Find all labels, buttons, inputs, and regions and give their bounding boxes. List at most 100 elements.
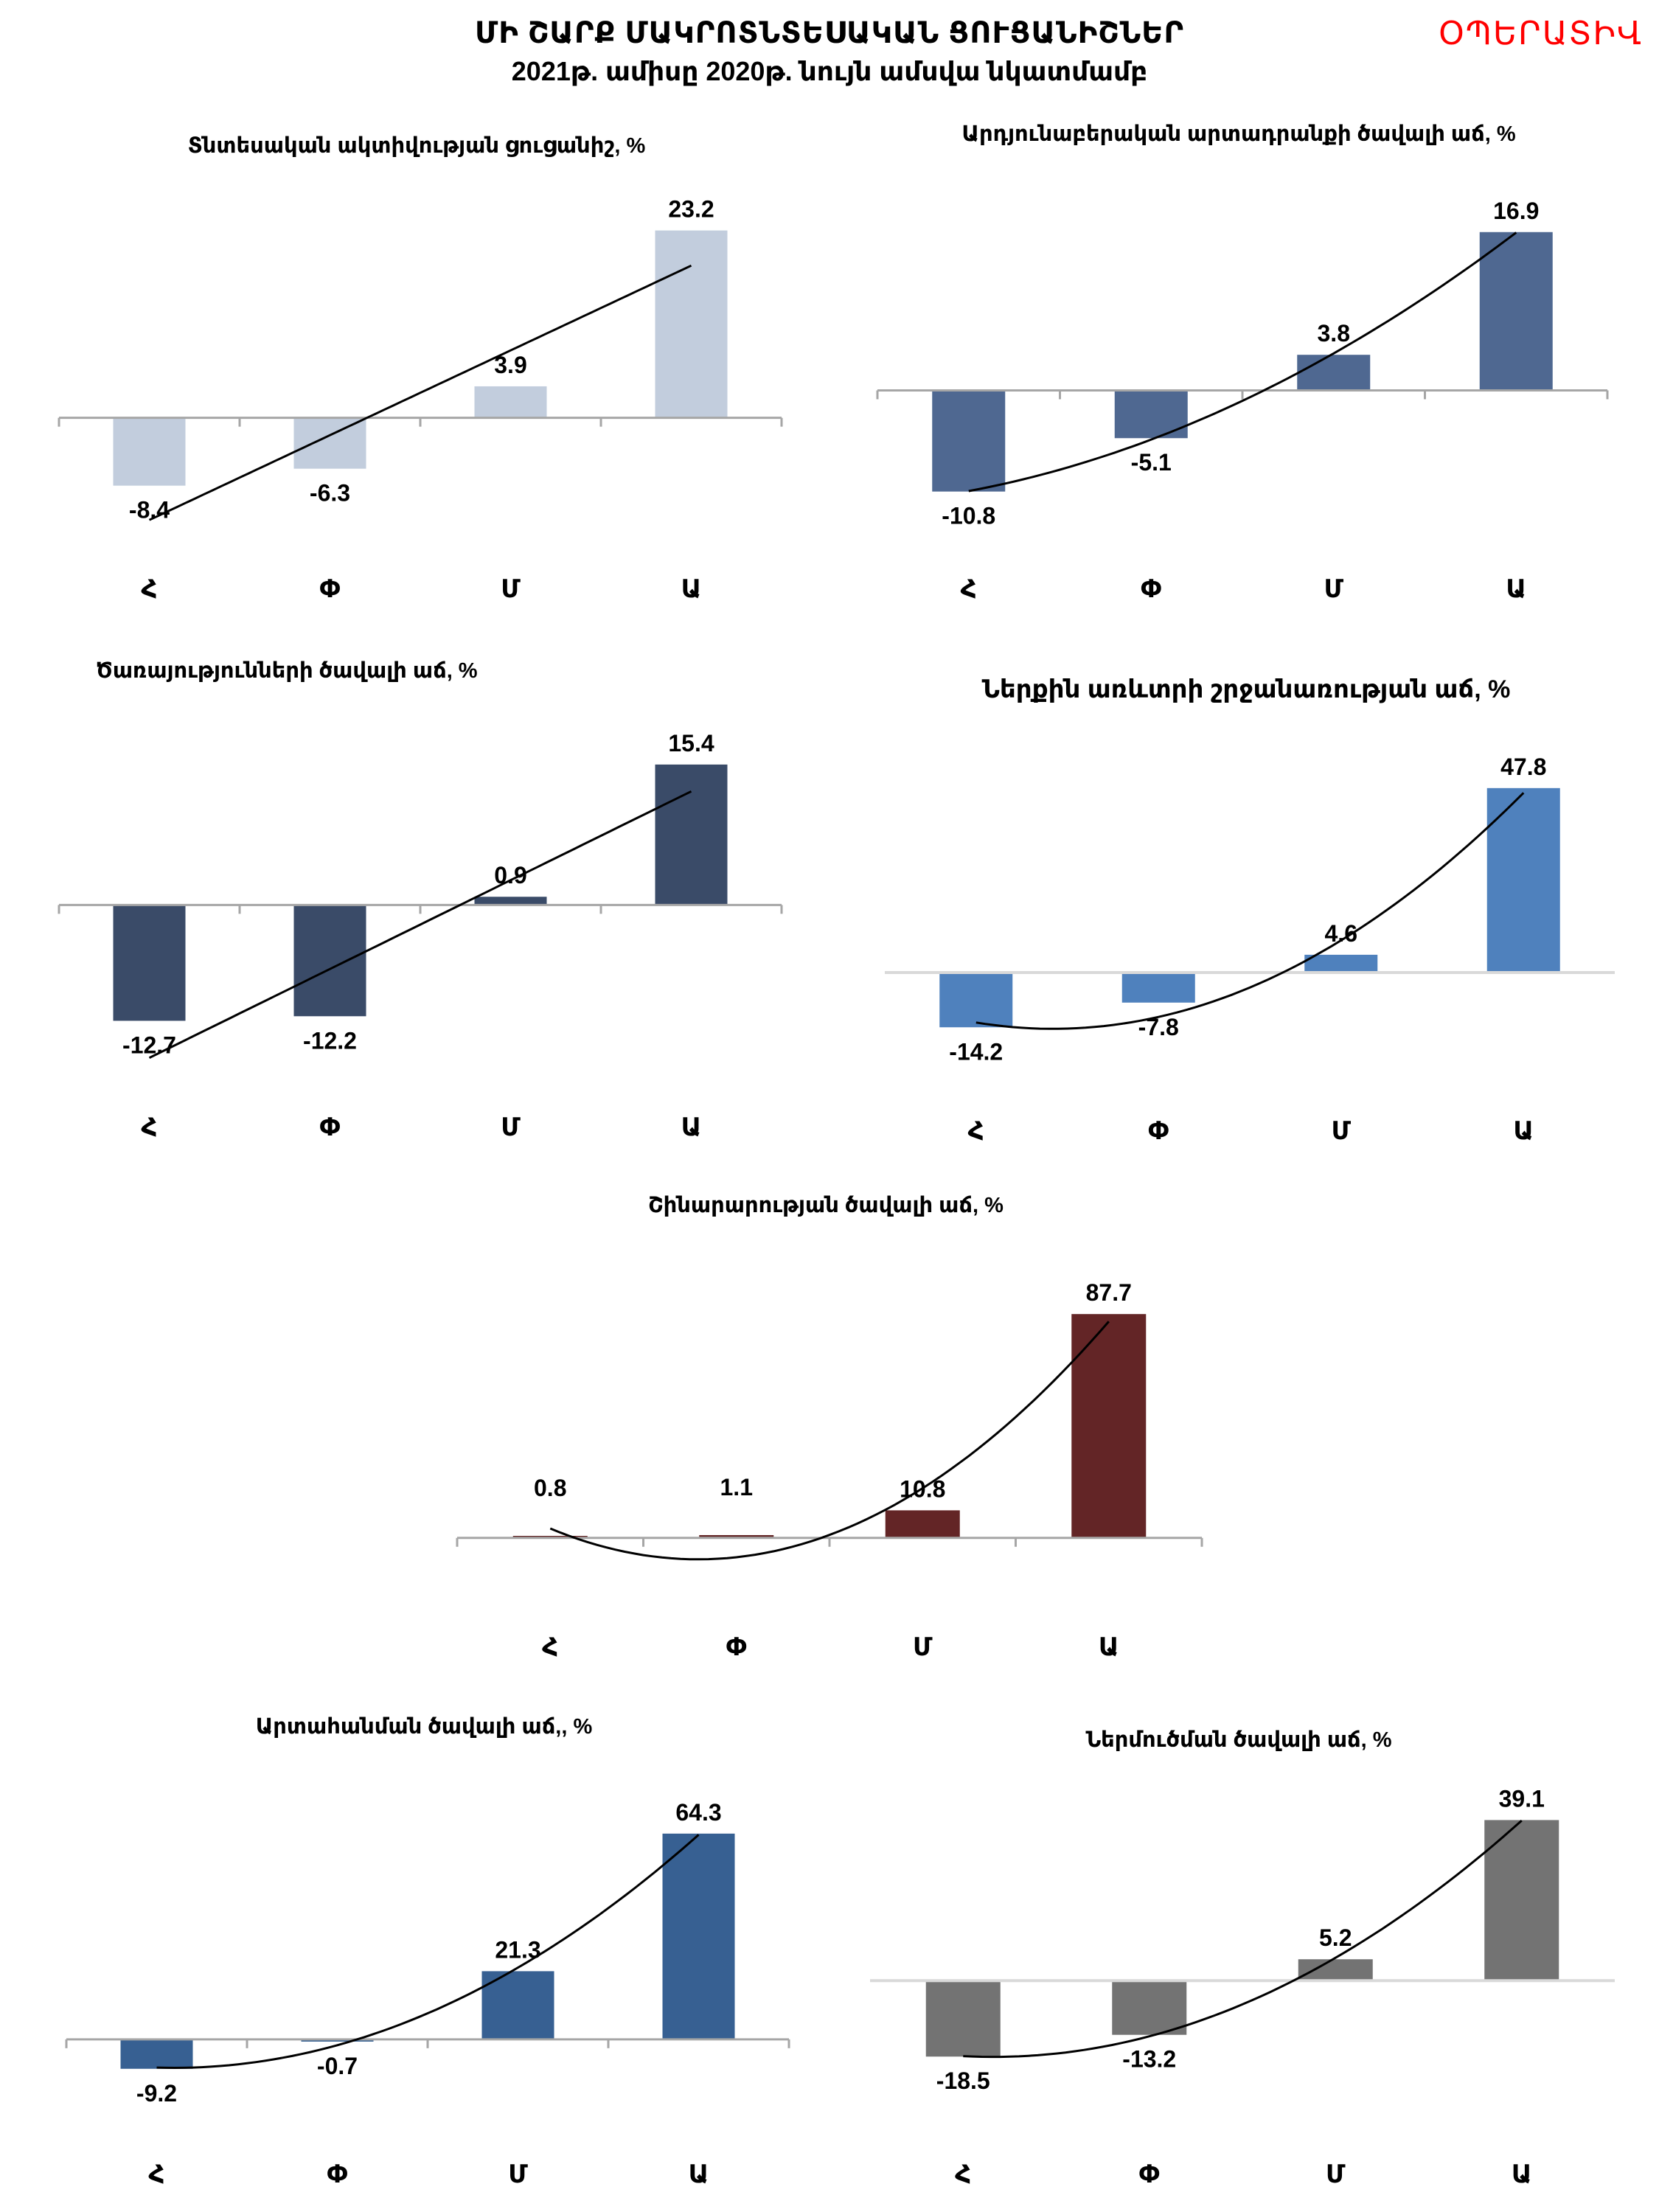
bar-4 — [1486, 787, 1560, 973]
chart-plot: -18.5 -13.2 5.2 39.1 Հ Փ Մ Ա — [870, 1785, 1615, 2188]
chart-economic-activity: Տնտեսական ակտիվության ցուցանիշ, % -8.4 -6… — [37, 118, 796, 627]
bar-2 — [1121, 972, 1195, 1003]
chart-title: Արտահանման ծավալի աճ,, % — [255, 1715, 593, 1739]
bar-3 — [1304, 954, 1378, 973]
data-label-1: -14.2 — [949, 1038, 1003, 1065]
chart-services: Ծառայությունների ծավալի աճ, % -12.7 -12.2… — [37, 649, 796, 1165]
bar-3 — [885, 1510, 960, 1538]
trendline — [549, 1321, 1110, 1561]
bar-4 — [655, 764, 728, 905]
data-label-2: -0.7 — [317, 2053, 358, 2079]
data-label-4: 47.8 — [1500, 754, 1546, 780]
category-label-1: Հ — [141, 1113, 157, 1141]
chart-imports: Ներմուծման ծավալի աճ, % -18.5 -13.2 5.2 39.… — [848, 1718, 1630, 2212]
data-label-3: 3.9 — [494, 352, 526, 378]
data-label-4: 16.9 — [1493, 198, 1539, 224]
bar-3 — [474, 386, 547, 418]
trendline — [148, 790, 692, 1060]
chart-title: Ներքին առևտրի շրջանառության աճ, % — [981, 675, 1511, 703]
category-label-4: Ա — [1099, 1633, 1119, 1661]
data-label-3: 3.8 — [1318, 320, 1350, 347]
trendline — [968, 232, 1517, 493]
trendline — [148, 264, 692, 521]
operative-badge: ՕՊԵՐԱՏԻՎ — [1439, 15, 1643, 52]
report-title: ՄԻ ՇԱՐՔ ՄԱԿՐՈՏՆՏԵՍԱԿԱՆ ՑՈՒՑԱՆԻՇՆԵՐ — [475, 17, 1184, 49]
category-label-2: Փ — [726, 1633, 747, 1661]
data-label-1: -8.4 — [129, 497, 170, 524]
chart-title: Ծառայությունների ծավալի աճ, % — [96, 659, 478, 683]
data-label-3: 0.9 — [494, 862, 526, 888]
category-label-2: Փ — [1141, 575, 1161, 603]
category-label-1: Հ — [955, 2160, 971, 2188]
data-label-2: -6.3 — [310, 480, 350, 507]
category-label-1: Հ — [961, 575, 977, 603]
bar-2 — [301, 2039, 374, 2042]
category-label-3: Մ — [501, 1113, 521, 1141]
category-label-3: Մ — [1331, 1117, 1351, 1145]
bar-3 — [1297, 355, 1371, 391]
data-label-2: -12.2 — [303, 1027, 357, 1054]
trendline — [963, 1819, 1523, 2059]
data-label-3: 4.6 — [1325, 920, 1357, 947]
bar-2 — [1112, 1980, 1187, 2035]
data-label-4: 87.7 — [1086, 1279, 1132, 1306]
bar-3 — [1298, 1959, 1373, 1981]
chart-plot: -9.2 -0.7 21.3 64.3 Հ Փ Մ Ա — [65, 1799, 790, 2188]
data-label-4: 15.4 — [668, 730, 714, 757]
category-label-1: Հ — [141, 575, 157, 603]
bar-1 — [939, 972, 1013, 1028]
category-label-2: Փ — [319, 1113, 340, 1141]
data-label-3: 10.8 — [900, 1475, 945, 1502]
data-label-1: -9.2 — [136, 2080, 177, 2107]
bar-3 — [481, 1971, 554, 2039]
category-label-2: Փ — [1139, 2160, 1160, 2188]
bar-1 — [120, 2039, 193, 2069]
category-label-2: Փ — [327, 2160, 347, 2188]
data-label-1: -12.7 — [122, 1032, 176, 1058]
category-label-4: Ա — [1513, 1117, 1534, 1145]
category-label-4: Ա — [689, 2160, 709, 2188]
chart-plot: -8.4 -6.3 3.9 23.2 Հ Փ Մ Ա — [58, 196, 783, 603]
category-label-2: Փ — [319, 575, 340, 603]
data-label-1: 0.8 — [534, 1475, 566, 1501]
bar-2 — [1114, 390, 1188, 439]
category-label-1: Հ — [148, 2160, 164, 2188]
report-subtitle: 2021թ. ամիսը 2020թ. նույն ամսվա նկատմամբ — [511, 56, 1148, 86]
data-label-4: 23.2 — [668, 196, 714, 223]
chart-title: Ներմուծման ծավալի աճ, % — [1085, 1728, 1392, 1752]
chart-plot: -14.2 -7.8 4.6 47.8 Հ Փ Մ Ա — [885, 754, 1615, 1145]
bar-4 — [662, 1833, 735, 2039]
bar-2 — [293, 905, 366, 1017]
data-label-2: -7.8 — [1138, 1014, 1179, 1040]
bar-2 — [293, 417, 366, 469]
data-label-2: 1.1 — [720, 1474, 753, 1500]
data-label-3: 21.3 — [495, 1936, 540, 1963]
category-label-1: Հ — [542, 1633, 558, 1661]
chart-domestic-trade: Ներքին առևտրի շրջանառության աճ, % -14.2 -… — [863, 667, 1630, 1169]
category-label-3: Մ — [508, 2160, 528, 2188]
bar-1 — [932, 390, 1006, 492]
bar-1 — [925, 1980, 1001, 2057]
chart-title: Տնտեսական ակտիվության ցուցանիշ, % — [187, 134, 646, 158]
category-label-3: Մ — [913, 1633, 933, 1661]
category-label-4: Ա — [1506, 575, 1526, 603]
trendline — [156, 1834, 700, 2070]
bar-3 — [474, 897, 547, 905]
category-label-3: Մ — [1326, 2160, 1346, 2188]
chart-plot: 0.8 1.1 10.8 87.7 Հ Փ Մ Ա — [456, 1279, 1203, 1661]
bar-1 — [113, 417, 186, 486]
chart-plot: -12.7 -12.2 0.9 15.4 Հ Փ Մ Ա — [58, 730, 783, 1141]
category-label-4: Ա — [681, 1113, 702, 1141]
chart-exports: Արտահանման ծավալի աճ,, % -9.2 -0.7 21.3 64.… — [44, 1703, 804, 2212]
bar-4 — [1484, 1820, 1559, 1981]
bar-4 — [1479, 232, 1553, 391]
bar-1 — [113, 905, 186, 1021]
data-label-4: 39.1 — [1499, 1785, 1545, 1812]
category-label-3: Մ — [1324, 575, 1343, 603]
chart-title: Շինարարության ծավալի աճ, % — [648, 1194, 1004, 1217]
bar-2 — [699, 1534, 774, 1538]
category-label-3: Մ — [501, 575, 521, 603]
data-label-4: 64.3 — [675, 1799, 721, 1826]
chart-title: Արդյունաբերական արտադրանքի ծավալի աճ, % — [961, 122, 1516, 146]
bar-4 — [655, 230, 728, 418]
